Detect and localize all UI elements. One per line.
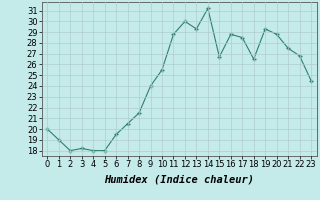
X-axis label: Humidex (Indice chaleur): Humidex (Indice chaleur) — [104, 175, 254, 185]
